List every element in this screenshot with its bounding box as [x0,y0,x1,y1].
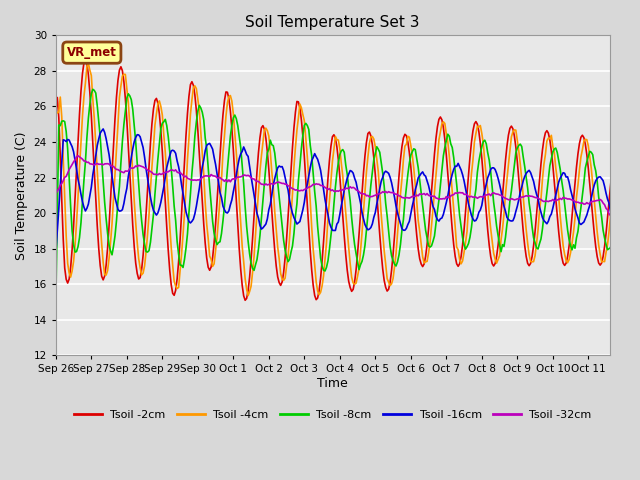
Tsoil -8cm [618,245,626,251]
Tsoil -2cm [52,108,60,114]
Legend: Tsoil -2cm, Tsoil -4cm, Tsoil -8cm, Tsoil -16cm, Tsoil -32cm: Tsoil -2cm, Tsoil -4cm, Tsoil -8cm, Tsoi… [69,406,596,424]
Tsoil -4cm [346,261,354,266]
Tsoil -32cm [90,162,98,168]
Tsoil -2cm [241,298,249,303]
Tsoil -32cm [616,227,623,232]
Tsoil -4cm [84,60,92,66]
Tsoil -32cm [457,190,465,196]
Line: Tsoil -8cm: Tsoil -8cm [56,89,622,302]
Line: Tsoil -2cm: Tsoil -2cm [56,60,622,300]
Tsoil -4cm [71,242,79,248]
Tsoil -32cm [71,157,79,163]
Tsoil -32cm [541,198,549,204]
Tsoil -4cm [618,144,626,150]
Tsoil -16cm [89,172,97,178]
Tsoil -4cm [617,144,625,150]
Tsoil -8cm [89,86,97,92]
Tsoil -32cm [345,186,353,192]
X-axis label: Time: Time [317,377,348,390]
Tsoil -2cm [71,196,79,202]
Line: Tsoil -16cm: Tsoil -16cm [56,129,622,293]
Tsoil -16cm [618,290,626,296]
Tsoil -2cm [346,285,354,290]
Tsoil -2cm [543,128,551,133]
Tsoil -16cm [71,157,79,163]
Tsoil -16cm [99,126,107,132]
Line: Tsoil -4cm: Tsoil -4cm [56,63,622,296]
Tsoil -8cm [71,249,79,255]
Tsoil -8cm [90,87,98,93]
Title: Soil Temperature Set 3: Soil Temperature Set 3 [246,15,420,30]
Tsoil -16cm [345,171,353,177]
Tsoil -8cm [541,202,549,207]
Tsoil -2cm [618,156,626,161]
Tsoil -32cm [52,191,60,197]
Tsoil -2cm [617,145,625,151]
Tsoil -8cm [457,224,465,229]
Tsoil -8cm [345,186,353,192]
Tsoil -8cm [616,183,623,189]
Tsoil -32cm [618,231,626,237]
Y-axis label: Soil Temperature (C): Soil Temperature (C) [15,131,28,260]
Tsoil -16cm [616,257,623,263]
Tsoil -4cm [543,138,551,144]
Tsoil -16cm [52,250,60,255]
Tsoil -2cm [459,242,467,248]
Tsoil -16cm [457,167,465,173]
Tsoil -4cm [244,293,252,299]
Tsoil -4cm [90,116,98,121]
Tsoil -32cm [74,153,82,158]
Tsoil -2cm [90,168,98,174]
Tsoil -4cm [52,108,60,113]
Text: VR_met: VR_met [67,46,116,59]
Tsoil -8cm [52,299,60,305]
Tsoil -4cm [459,258,467,264]
Tsoil -16cm [541,219,549,225]
Tsoil -2cm [81,57,89,62]
Line: Tsoil -32cm: Tsoil -32cm [56,156,622,234]
